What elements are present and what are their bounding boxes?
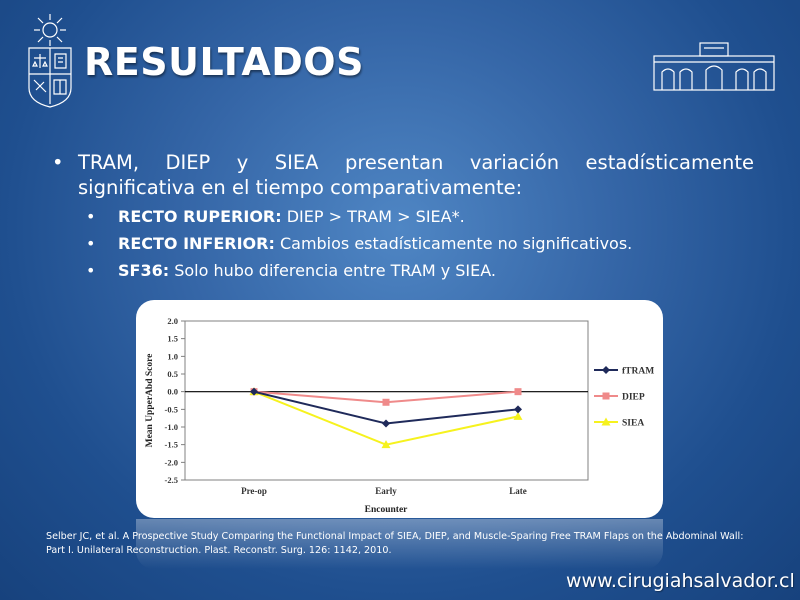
sub-bullet-label: SF36: xyxy=(118,261,170,280)
sub-bullet-text: Solo hubo diferencia entre TRAM y SIEA. xyxy=(169,261,496,280)
legend-marker xyxy=(601,417,611,426)
chart-card: 2.0 1.5 1.0 0.5 0.0 -0.5 -1.0 -1.5 -2.0 -2.5 Pre-o… xyxy=(136,300,663,518)
citation: Selber JC, et al. A Prospective Study Co… xyxy=(46,531,744,556)
sub-bullet-recto-superior: • RECTO RUPERIOR: DIEP > TRAM > SIEA*. xyxy=(52,207,754,227)
data-point-siea xyxy=(381,440,391,449)
sub-bullet-text: DIEP > TRAM > SIEA*. xyxy=(281,207,465,226)
y-axis-title: Mean UpperAbd Score xyxy=(145,354,155,448)
y-tick-label: 0.5 xyxy=(167,369,178,379)
chart-reflection xyxy=(136,519,663,569)
legend-label: SIEA xyxy=(622,419,644,429)
x-tick-label: Early xyxy=(375,486,397,496)
main-bullet: TRAM, DIEP y SIEA presentan variación es… xyxy=(52,150,754,200)
x-axis-title: Encounter xyxy=(365,505,409,515)
bullet-dot: • xyxy=(86,234,96,253)
data-point-diep xyxy=(514,388,522,396)
university-seal-logo xyxy=(26,10,74,108)
legend-marker xyxy=(602,366,610,374)
y-tick-label: 2.0 xyxy=(167,316,178,326)
y-tick-label: 1.5 xyxy=(167,334,178,344)
sub-bullet-label: RECTO RUPERIOR: xyxy=(118,207,282,226)
sub-bullet-sf36: • SF36: Solo hubo diferencia entre TRAM … xyxy=(52,261,754,281)
legend-label: DIEP xyxy=(622,393,645,403)
data-point-ftram xyxy=(250,387,258,396)
y-tick-label: -2.0 xyxy=(165,457,178,467)
y-tick-label: -2.5 xyxy=(165,475,178,485)
plot-area xyxy=(184,320,589,481)
y-tick-label: 0.0 xyxy=(167,387,178,397)
building-logo xyxy=(652,40,776,92)
x-tick-label: Pre-op xyxy=(241,486,267,496)
data-point-diep xyxy=(382,398,390,406)
y-tick-label: -1.5 xyxy=(165,440,178,450)
legend-label: fTRAM xyxy=(622,367,654,377)
slide-title: RESULTADOS xyxy=(84,40,364,84)
data-point-ftram xyxy=(514,405,522,414)
y-tick-label: 1.0 xyxy=(167,351,178,361)
bullet-dot: • xyxy=(86,261,96,280)
line-chart: 2.0 1.5 1.0 0.5 0.0 -0.5 -1.0 -1.5 -2.0 -2.5 Pre-o… xyxy=(145,316,654,515)
x-tick-label: Late xyxy=(509,486,527,496)
data-point-ftram xyxy=(382,419,390,428)
y-tick-label: -0.5 xyxy=(165,404,178,414)
sub-bullet-recto-inferior: • RECTO INFERIOR: Cambios estadísticamen… xyxy=(52,234,754,254)
sub-bullet-label: RECTO INFERIOR: xyxy=(118,234,275,253)
bullet-dot: • xyxy=(86,207,96,226)
data-point-siea xyxy=(513,411,523,420)
website-url: www.cirugiahsalvador.cl xyxy=(566,570,795,592)
bullet-list: TRAM, DIEP y SIEA presentan variación es… xyxy=(52,150,754,281)
sub-bullet-text: Cambios estadísticamente no significativ… xyxy=(274,234,633,253)
y-tick-label: -1.0 xyxy=(165,422,178,432)
legend-marker xyxy=(602,392,610,400)
